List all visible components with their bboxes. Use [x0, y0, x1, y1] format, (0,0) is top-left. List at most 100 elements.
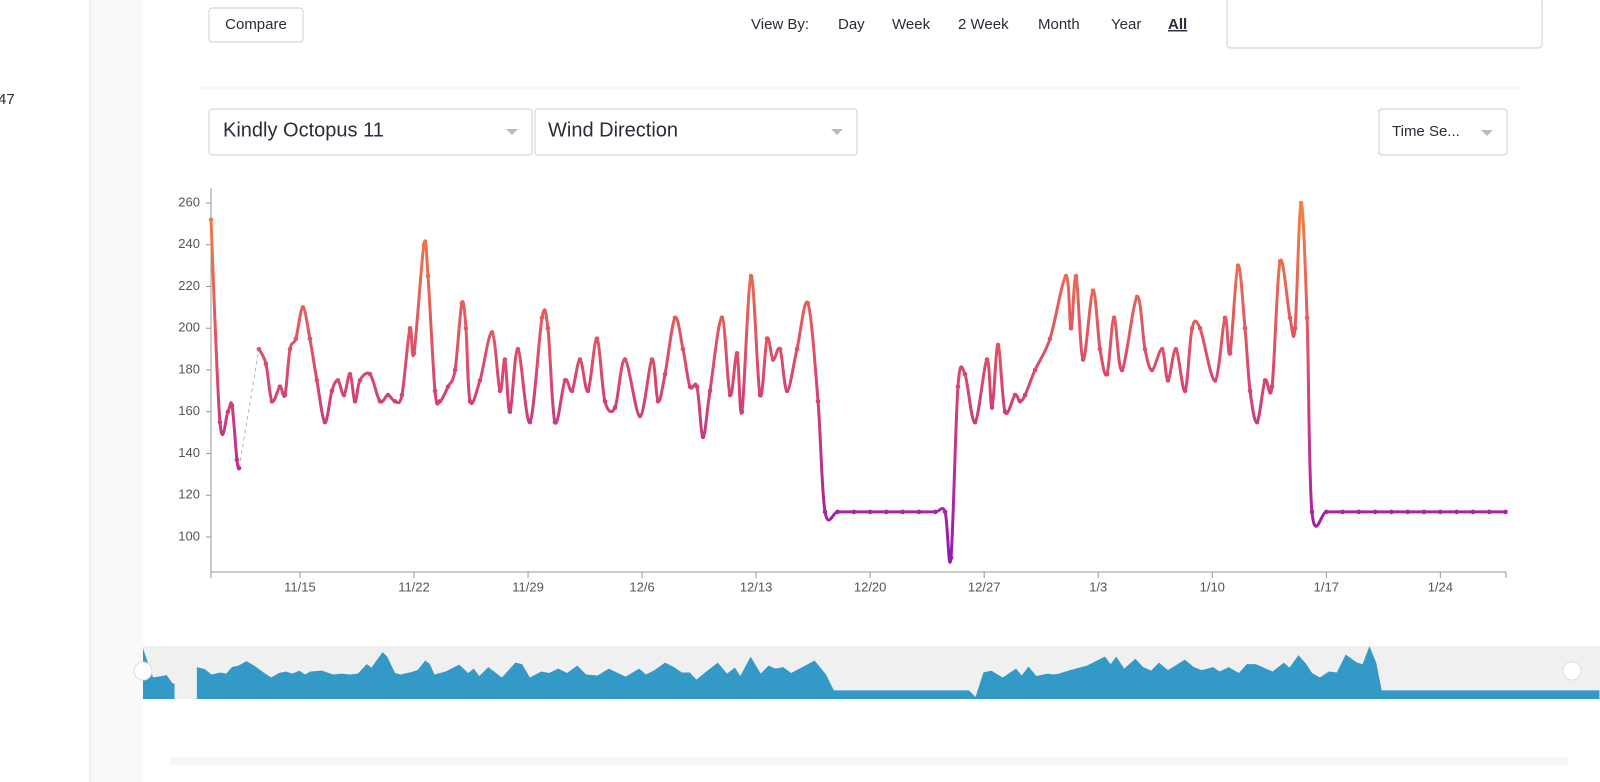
point	[739, 409, 745, 415]
point	[1262, 378, 1268, 383]
view-option[interactable]: All	[1168, 16, 1187, 33]
point	[269, 398, 275, 404]
point	[1142, 346, 1148, 352]
metric-label[interactable]: Wind Direction	[548, 119, 678, 141]
point	[407, 325, 413, 331]
point	[984, 357, 990, 362]
point	[411, 350, 417, 356]
point	[399, 392, 405, 398]
point	[1002, 409, 1008, 415]
footer-bar	[170, 757, 1568, 765]
point	[307, 336, 313, 341]
view-by-label: View By:	[751, 16, 809, 33]
point	[445, 384, 451, 389]
point	[884, 509, 889, 515]
point	[1269, 384, 1275, 389]
x-tick-label: 1/24	[1428, 579, 1453, 594]
compare-button[interactable]	[208, 7, 304, 43]
point	[497, 388, 503, 394]
point	[425, 273, 431, 279]
point	[1090, 288, 1096, 293]
point	[569, 388, 575, 394]
point	[263, 361, 269, 367]
point	[277, 384, 283, 389]
sidebar-gutter	[90, 0, 143, 782]
point	[687, 384, 693, 389]
x-tick-label: 1/3	[1089, 579, 1107, 594]
point	[1503, 509, 1508, 515]
point	[757, 392, 763, 398]
point	[467, 398, 473, 404]
point	[1277, 259, 1283, 264]
metric-select[interactable]	[534, 108, 858, 156]
point	[1340, 509, 1345, 515]
point	[1063, 273, 1069, 279]
point	[225, 409, 231, 415]
line	[257, 201, 1506, 564]
point	[1470, 509, 1476, 515]
point	[916, 509, 922, 515]
date-input[interactable]	[1226, 0, 1543, 49]
point	[1032, 367, 1038, 373]
point	[1197, 325, 1203, 331]
point	[234, 457, 240, 463]
point	[341, 392, 347, 398]
point	[1017, 398, 1023, 404]
point	[287, 346, 293, 352]
device-select[interactable]	[208, 108, 533, 156]
point	[489, 330, 495, 335]
point	[1165, 378, 1171, 383]
y-tick-label: 100	[178, 528, 200, 543]
chart-type-select[interactable]	[1378, 108, 1508, 156]
point	[612, 405, 618, 410]
point	[948, 555, 954, 561]
point	[594, 336, 600, 341]
point	[719, 315, 725, 321]
point	[282, 392, 288, 398]
point	[748, 273, 754, 279]
point	[347, 371, 353, 377]
x-tick-label: 11/29	[512, 579, 544, 594]
point	[1372, 509, 1378, 515]
point	[1298, 200, 1304, 206]
point	[1309, 509, 1315, 515]
view-option[interactable]: Week	[892, 16, 931, 33]
y-tick-label: 240	[178, 236, 200, 251]
x-tick-label: 12/13	[740, 579, 773, 594]
point	[1438, 509, 1443, 515]
view-option[interactable]: Day	[838, 16, 865, 33]
navigator-handle[interactable]	[133, 661, 153, 681]
point	[335, 378, 341, 383]
point	[1073, 273, 1079, 279]
view-option[interactable]: Year	[1111, 16, 1141, 33]
chart-type-label[interactable]: Time Se...	[1392, 123, 1460, 140]
x-tick-label: 1/17	[1314, 579, 1339, 594]
view-option[interactable]: 2 Week	[958, 16, 1009, 33]
point	[835, 509, 840, 515]
point	[815, 398, 821, 404]
point	[432, 388, 438, 394]
device-label[interactable]: Kindly Octopus 11	[223, 119, 384, 141]
y-tick-label: 180	[178, 361, 200, 376]
point	[707, 388, 713, 394]
point	[385, 392, 391, 398]
caret	[1481, 130, 1493, 136]
point	[1222, 315, 1228, 321]
point	[585, 388, 591, 394]
view-option[interactable]: Month	[1038, 16, 1080, 33]
y-tick-label: 220	[178, 278, 200, 293]
point	[851, 509, 857, 515]
point	[515, 346, 521, 352]
point	[727, 392, 733, 398]
point	[1022, 392, 1028, 398]
x-tick-label: 11/22	[398, 579, 430, 594]
navigator-handle[interactable]	[1562, 661, 1582, 681]
compare-label[interactable]: Compare	[225, 16, 287, 33]
point	[437, 398, 443, 404]
point	[1254, 419, 1260, 425]
point	[794, 346, 800, 352]
point	[208, 217, 214, 223]
point	[995, 342, 1001, 348]
point	[770, 357, 776, 362]
